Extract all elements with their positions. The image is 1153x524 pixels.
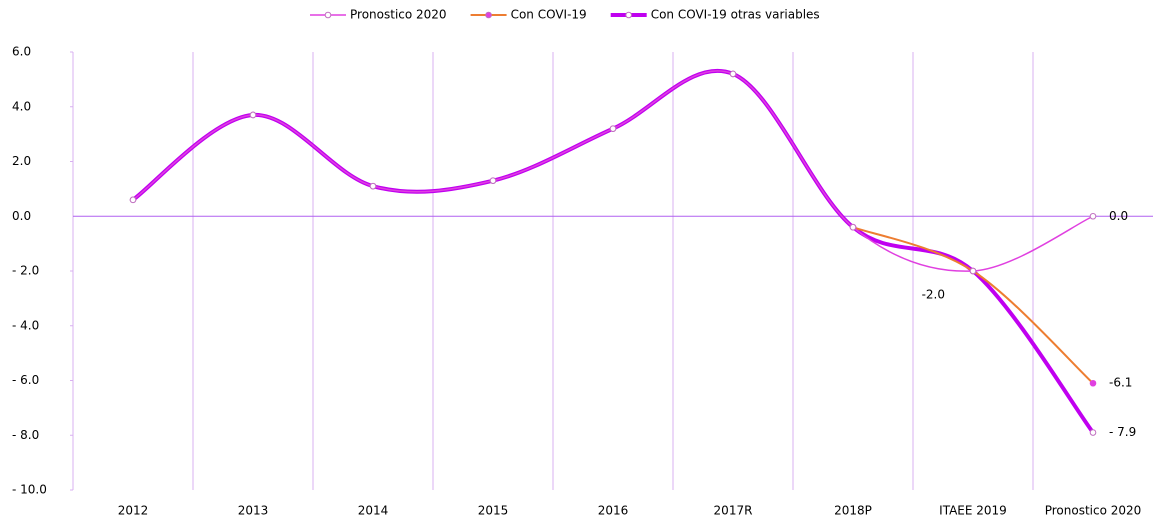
data-label: 0.0 <box>1109 209 1128 223</box>
series-line <box>131 68 1095 434</box>
y-tick-label: 4.0 <box>12 99 31 113</box>
point <box>969 267 977 275</box>
legend-label: Con COVI-19 <box>511 8 587 22</box>
point <box>729 70 737 78</box>
y-tick-label: 6.0 <box>12 45 31 59</box>
data-label: -2.0 <box>922 288 945 302</box>
point <box>369 182 377 190</box>
legend-label: Con COVI-19 otras variables <box>651 8 820 22</box>
point <box>1089 212 1097 220</box>
y-tick-label: 0.0 <box>12 209 31 223</box>
y-tick-label: - 8.0 <box>12 428 39 442</box>
x-tick-label: 2016 <box>598 504 629 518</box>
x-tick-label: 2017R <box>714 504 753 518</box>
y-tick-label: 2.0 <box>12 154 31 168</box>
point <box>249 111 257 119</box>
x-tick-label: 2018P <box>834 504 872 518</box>
series-line <box>132 70 1094 272</box>
point <box>129 196 137 204</box>
point <box>849 223 857 231</box>
legend-label: Pronostico 2020 <box>350 8 447 22</box>
x-tick-label: 2012 <box>118 504 149 518</box>
data-label: -6.1 <box>1109 376 1132 390</box>
x-tick-label: 2015 <box>478 504 509 518</box>
x-tick-label: 2013 <box>238 504 269 518</box>
x-tick-label: Pronostico 2020 <box>1045 504 1142 518</box>
point <box>489 177 497 184</box>
legend-marker <box>324 11 332 19</box>
y-tick-label: - 6.0 <box>12 373 39 387</box>
legend-marker <box>625 11 632 19</box>
data-label: - 7.9 <box>1109 425 1136 439</box>
point <box>609 125 617 132</box>
y-tick-label: - 2.0 <box>12 264 39 278</box>
point <box>1089 429 1097 436</box>
legend-marker <box>485 11 492 19</box>
x-tick-label: ITAEE 2019 <box>939 504 1007 518</box>
y-tick-label: - 4.0 <box>12 318 39 332</box>
x-tick-label: 2014 <box>358 504 389 518</box>
point <box>1089 379 1097 387</box>
series-line <box>852 226 1094 384</box>
y-tick-label: - 10.0 <box>12 483 47 497</box>
